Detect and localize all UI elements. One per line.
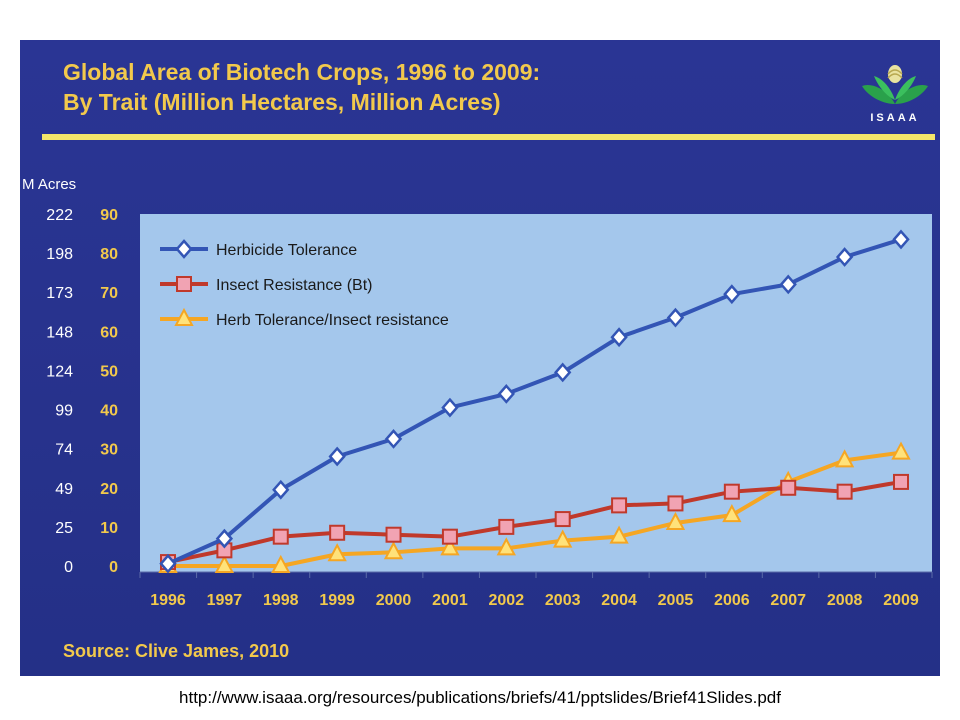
legend-label: Insect Resistance (Bt) <box>216 277 373 294</box>
y-acres-tick-label: 49 <box>55 481 73 498</box>
data-point <box>215 528 234 549</box>
data-point <box>328 446 346 467</box>
data-point <box>666 307 685 328</box>
y-acres-tick-label: 198 <box>46 246 73 263</box>
x-tick-label: 1998 <box>263 592 299 609</box>
chart-source: Source: Clive James, 2010 <box>63 641 290 661</box>
x-tick-label: 2000 <box>376 592 412 609</box>
y-tick-label: 20 <box>100 481 118 498</box>
logo-text: ISAAA <box>870 112 920 124</box>
data-point <box>498 518 515 535</box>
y-acres-axis-label: M Acres <box>22 176 76 193</box>
y-acres-tick-label: 148 <box>46 324 73 341</box>
data-point <box>779 274 797 295</box>
x-tick-label: 1997 <box>207 592 243 609</box>
data-point <box>440 537 460 556</box>
y-acres-tick-label: 74 <box>55 442 73 459</box>
legend-label: Herbicide Tolerance <box>216 242 357 259</box>
data-point <box>496 537 516 556</box>
x-tick-label: 1999 <box>319 592 355 609</box>
x-tick-label: 2001 <box>432 592 468 609</box>
y-tick-label: 90 <box>100 207 118 224</box>
data-point <box>723 483 740 500</box>
data-point <box>723 284 741 305</box>
legend-label: Herb Tolerance/Insect resistance <box>216 312 449 329</box>
data-point <box>835 247 854 267</box>
x-tick-label: 2002 <box>489 592 525 609</box>
leaf-logo-icon <box>862 65 928 104</box>
y-tick-label: 40 <box>100 403 118 420</box>
legend-marker <box>175 239 193 259</box>
data-point <box>441 397 459 418</box>
data-point <box>834 449 855 468</box>
data-point <box>385 526 402 543</box>
legend-marker <box>176 276 192 292</box>
y-tick-label: 30 <box>100 442 118 459</box>
data-point <box>384 428 403 449</box>
series-line <box>167 479 902 565</box>
data-point <box>271 554 291 573</box>
source-url[interactable]: http://www.isaaa.org/resources/publicati… <box>179 688 781 707</box>
y-tick-label: 10 <box>100 520 118 537</box>
data-point <box>665 511 686 530</box>
y-acres-tick-label: 222 <box>46 207 73 224</box>
chart-title: Global Area of Biotech Crops, 1996 to 20… <box>63 57 703 117</box>
data-point <box>836 483 853 500</box>
x-tick-label: 2003 <box>545 592 581 609</box>
data-point <box>329 524 346 541</box>
x-tick-label: 2007 <box>770 592 806 609</box>
data-point <box>722 504 742 523</box>
data-point <box>611 497 628 514</box>
data-point <box>610 327 628 348</box>
y-acres-tick-label: 173 <box>46 285 73 302</box>
data-point <box>272 479 290 500</box>
data-point <box>667 495 684 512</box>
data-point <box>383 541 404 560</box>
y-tick-label: 50 <box>100 363 118 380</box>
title-line-1: Global Area of Biotech Crops, 1996 to 20… <box>63 59 541 85</box>
data-point <box>891 441 911 460</box>
data-point <box>553 529 573 548</box>
data-point <box>554 362 572 383</box>
x-tick-label: 2005 <box>658 592 694 609</box>
y-acres-tick-label: 124 <box>46 363 73 380</box>
data-point <box>893 473 909 490</box>
y-tick-label: 70 <box>100 285 118 302</box>
title-divider <box>42 134 935 140</box>
y-acres-tick-label: 99 <box>55 403 73 420</box>
data-point <box>497 384 515 404</box>
data-point <box>159 553 177 574</box>
plot-area <box>140 214 932 572</box>
data-point <box>327 543 347 562</box>
legend-marker <box>174 307 194 326</box>
y-acres-tick-label: 25 <box>55 520 73 537</box>
y-tick-label: 0 <box>109 559 118 576</box>
y-tick-label: 80 <box>100 246 118 263</box>
data-point <box>214 554 235 573</box>
x-tick-label: 2008 <box>827 592 863 609</box>
data-point <box>892 229 910 250</box>
data-point <box>780 479 797 496</box>
y-acres-tick-label: 0 <box>64 559 73 576</box>
title-line-2: By Trait (Million Hectares, Million Acre… <box>63 89 501 115</box>
x-tick-label: 2009 <box>883 592 919 609</box>
x-tick-label: 1996 <box>150 592 186 609</box>
data-point <box>609 525 629 544</box>
x-tick-label: 2006 <box>714 592 750 609</box>
data-point <box>554 511 571 528</box>
series-line <box>167 237 902 566</box>
data-point <box>272 528 289 545</box>
data-point <box>441 528 458 545</box>
x-tick-label: 2004 <box>601 592 637 609</box>
isaaa-logo: ISAAA <box>858 60 932 130</box>
y-tick-label: 60 <box>100 324 118 341</box>
